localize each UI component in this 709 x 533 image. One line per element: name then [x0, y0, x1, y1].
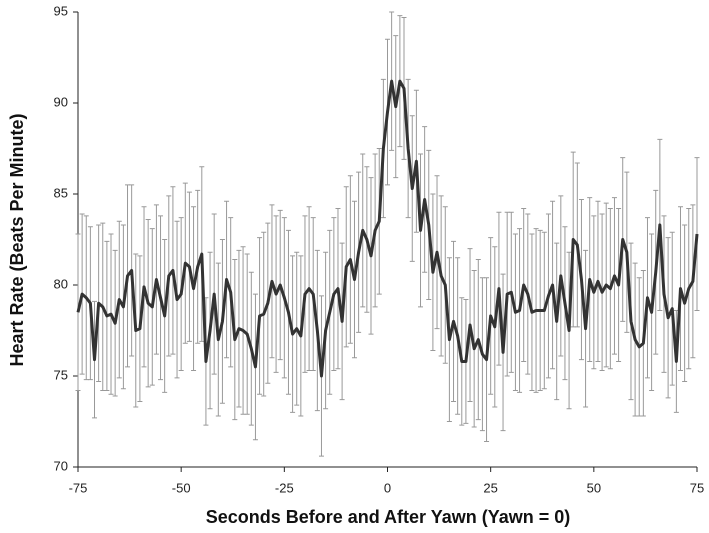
x-tick-label: -25: [275, 480, 294, 495]
y-tick-label: 75: [54, 367, 68, 382]
x-axis-title: Seconds Before and After Yawn (Yawn = 0): [206, 507, 571, 527]
x-tick-label: 0: [384, 480, 391, 495]
x-tick-label: -50: [172, 480, 191, 495]
y-tick-label: 80: [54, 276, 68, 291]
y-tick-label: 70: [54, 458, 68, 473]
data-line: [76, 79, 699, 378]
x-tick-label: 50: [587, 480, 601, 495]
x-tick-label: -75: [69, 480, 88, 495]
y-tick-label: 90: [54, 94, 68, 109]
y-tick-label: 85: [54, 185, 68, 200]
y-axis-title: Heart Rate (Beats Per Minute): [7, 113, 27, 366]
x-tick-label: 25: [483, 480, 497, 495]
x-tick-label: 75: [690, 480, 704, 495]
y-tick-label: 95: [54, 3, 68, 18]
